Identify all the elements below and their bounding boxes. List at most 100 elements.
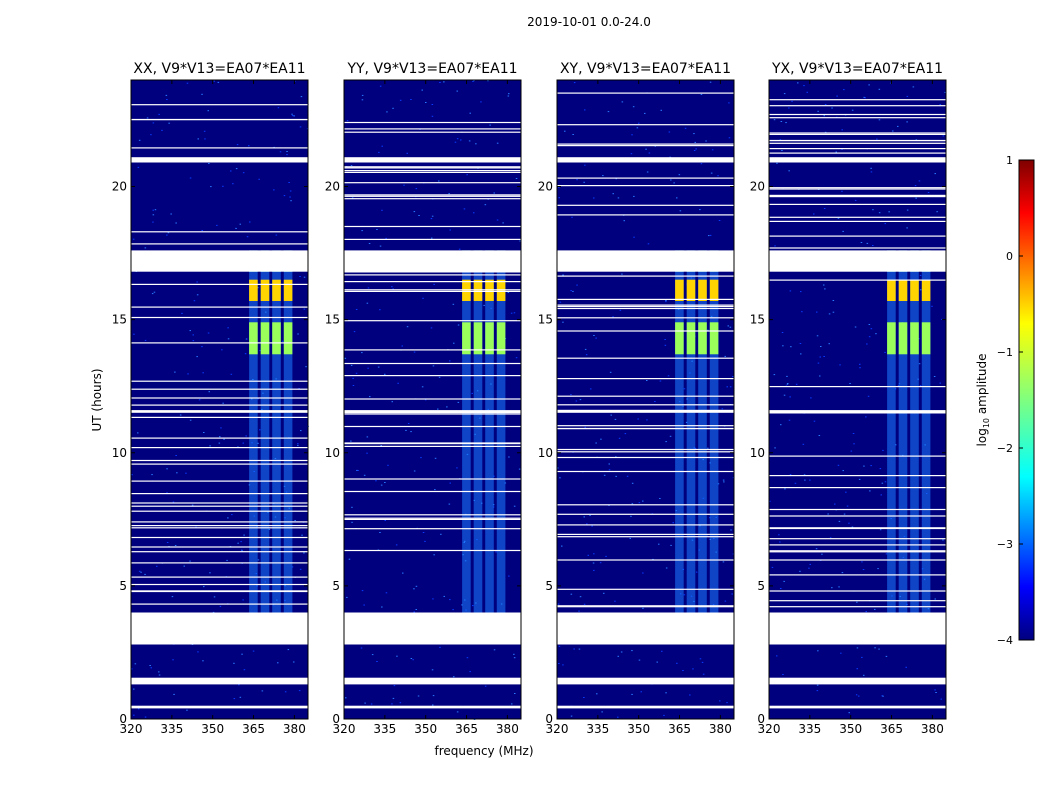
- noise-speckle: [872, 245, 874, 246]
- noise-speckle: [595, 337, 597, 339]
- noise-speckle: [717, 483, 720, 485]
- flagged-line: [131, 521, 308, 523]
- noise-speckle: [884, 481, 887, 483]
- noise-speckle: [508, 456, 510, 458]
- noise-speckle: [884, 223, 886, 225]
- noise-speckle: [710, 172, 713, 174]
- flagged-row: [131, 677, 308, 685]
- flagged-line: [344, 259, 521, 261]
- flagged-line: [131, 576, 308, 578]
- noise-speckle: [817, 362, 820, 364]
- rfi-column: [898, 269, 908, 613]
- noise-speckle: [432, 704, 434, 706]
- flagged-line: [769, 194, 946, 196]
- rfi-column: [473, 269, 483, 613]
- noise-speckle: [579, 596, 582, 598]
- noise-speckle: [602, 175, 604, 177]
- noise-speckle: [823, 115, 825, 117]
- rfi-burst: [921, 322, 931, 355]
- noise-speckle: [371, 654, 374, 656]
- noise-speckle: [586, 523, 588, 525]
- noise-speckle: [621, 101, 624, 103]
- noise-speckle: [562, 274, 564, 276]
- noise-speckle: [144, 716, 147, 718]
- noise-speckle: [189, 177, 192, 179]
- flagged-line: [131, 404, 308, 406]
- noise-speckle: [626, 475, 629, 477]
- noise-speckle: [213, 80, 215, 82]
- rfi-burst: [496, 322, 506, 355]
- rfi-burst: [473, 322, 483, 355]
- flagged-line: [131, 493, 308, 495]
- noise-speckle: [220, 427, 222, 429]
- noise-speckle: [508, 93, 510, 95]
- noise-speckle: [166, 542, 169, 543]
- noise-speckle: [399, 99, 402, 101]
- panel-title: YY, V9*V13=EA07*EA11: [346, 61, 517, 77]
- flagged-line: [131, 380, 308, 382]
- noise-speckle: [366, 302, 369, 304]
- noise-speckle: [803, 474, 806, 476]
- noise-speckle: [245, 435, 247, 437]
- noise-speckle: [732, 553, 735, 555]
- flagged-line: [769, 527, 946, 529]
- noise-speckle: [286, 151, 288, 152]
- noise-speckle: [610, 414, 612, 416]
- noise-speckle: [381, 606, 383, 608]
- flagged-line: [344, 514, 521, 516]
- noise-speckle: [683, 388, 686, 390]
- noise-speckle: [837, 464, 840, 466]
- noise-speckle: [821, 553, 823, 555]
- noise-speckle: [132, 238, 135, 240]
- noise-speckle: [241, 549, 243, 551]
- noise-speckle: [575, 400, 578, 402]
- noise-speckle: [618, 437, 621, 439]
- noise-speckle: [646, 380, 648, 381]
- noise-speckle: [571, 216, 573, 218]
- x-tick-label: 380: [283, 722, 306, 736]
- noise-speckle: [430, 218, 433, 220]
- y-tick-label: 20: [112, 180, 127, 194]
- noise-speckle: [769, 500, 771, 502]
- noise-speckle: [834, 503, 836, 505]
- noise-speckle: [816, 335, 819, 337]
- noise-speckle: [572, 134, 574, 135]
- noise-speckle: [138, 570, 141, 572]
- noise-speckle: [915, 197, 917, 199]
- noise-speckle: [881, 695, 883, 697]
- noise-speckle: [181, 312, 183, 314]
- noise-speckle: [197, 651, 199, 653]
- noise-speckle: [642, 607, 644, 609]
- noise-speckle: [640, 691, 642, 693]
- noise-speckle: [424, 399, 427, 401]
- noise-speckle: [684, 127, 687, 129]
- noise-speckle: [906, 121, 908, 123]
- noise-speckle: [305, 366, 307, 368]
- noise-speckle: [843, 513, 846, 515]
- noise-speckle: [137, 166, 140, 168]
- noise-speckle: [351, 506, 353, 508]
- noise-speckle: [257, 287, 259, 289]
- noise-speckle: [379, 85, 382, 87]
- noise-speckle: [261, 690, 264, 692]
- noise-speckle: [185, 472, 187, 474]
- flagged-line: [131, 502, 308, 504]
- flagged-line: [344, 194, 521, 196]
- noise-speckle: [496, 142, 499, 144]
- flagged-line: [557, 124, 734, 126]
- noise-speckle: [583, 516, 585, 518]
- noise-speckle: [870, 171, 873, 173]
- noise-speckle: [487, 80, 489, 82]
- noise-speckle: [880, 494, 882, 496]
- y-tick-label: 0: [332, 712, 340, 726]
- noise-speckle: [493, 192, 495, 194]
- noise-speckle: [617, 655, 619, 657]
- noise-speckle: [151, 293, 154, 295]
- noise-speckle: [299, 276, 301, 277]
- noise-speckle: [367, 287, 370, 289]
- noise-speckle: [878, 648, 880, 650]
- noise-speckle: [472, 605, 474, 607]
- noise-speckle: [876, 138, 878, 140]
- noise-speckle: [217, 81, 220, 83]
- noise-speckle: [647, 243, 650, 245]
